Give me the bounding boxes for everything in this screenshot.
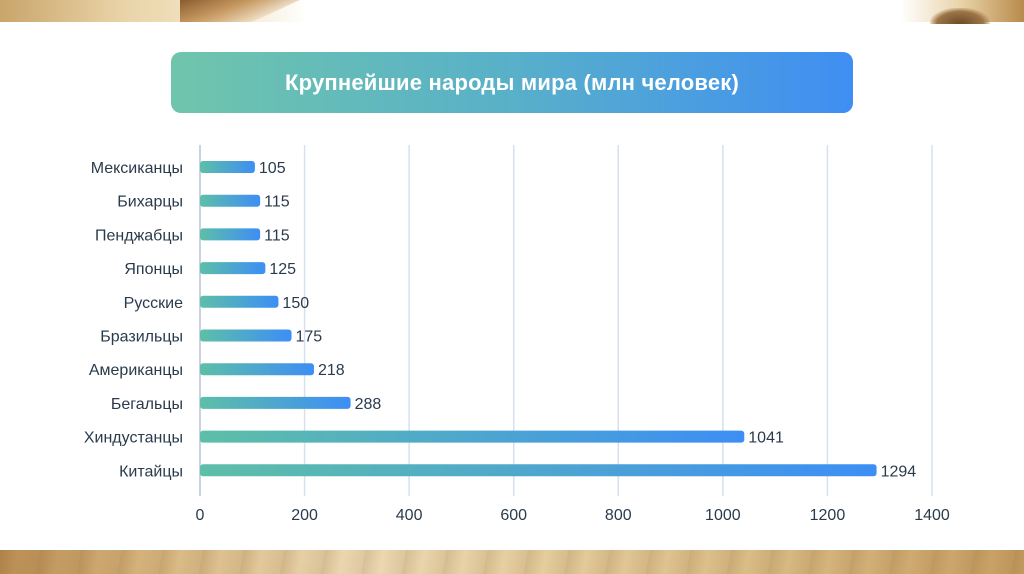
bar <box>200 396 351 409</box>
chart-title: Крупнейшие народы мира (млн человек) <box>284 69 740 95</box>
category-label: Бразильцы <box>100 329 183 346</box>
bar <box>200 329 292 342</box>
category-label: Пенджабцы <box>95 227 183 244</box>
bar <box>200 430 745 443</box>
category-label: Мексиканцы <box>91 160 183 177</box>
data-label: 1041 <box>748 430 784 447</box>
category-label: Китайцы <box>119 463 183 480</box>
x-tick-label: 400 <box>396 507 423 524</box>
category-label: Хиндустанцы <box>84 430 183 447</box>
decorative-bottom-strip <box>0 550 1024 574</box>
decorative-top-right-compass <box>930 8 990 24</box>
data-label: 218 <box>318 362 345 379</box>
x-tick-label: 600 <box>500 507 527 524</box>
bar <box>200 295 279 308</box>
x-tick-label: 1000 <box>705 507 741 524</box>
bars <box>200 161 877 477</box>
bar <box>200 363 314 376</box>
data-label: 105 <box>259 160 286 177</box>
category-label: Бегальцы <box>111 396 183 413</box>
x-tick-label: 800 <box>605 507 632 524</box>
data-label: 115 <box>264 227 290 244</box>
decorative-bottom-texture <box>0 550 1024 574</box>
data-label: 115 <box>264 194 290 211</box>
data-label: 175 <box>296 329 323 346</box>
labels: 0 200 400 600 800 1000 1200 1400 Мексиканцы 105 Би… <box>84 160 950 524</box>
x-tick-label: 1400 <box>914 507 950 524</box>
bar <box>200 194 261 207</box>
category-label: Японцы <box>124 261 183 278</box>
data-label: 288 <box>355 396 382 413</box>
category-label: Бихарцы <box>117 194 183 211</box>
x-tick-label: 200 <box>291 507 318 524</box>
data-label: 1294 <box>881 463 917 480</box>
category-label: Американцы <box>89 362 183 379</box>
data-label: 150 <box>282 295 309 312</box>
bar <box>200 228 261 241</box>
bar <box>200 262 266 275</box>
data-label: 125 <box>269 261 296 278</box>
category-label: Русские <box>124 295 183 312</box>
x-tick-label: 1200 <box>810 507 846 524</box>
bar <box>200 161 255 173</box>
chart-title-banner: Крупнейшие народы мира (млн человек) <box>171 52 853 113</box>
bar <box>200 464 877 477</box>
grid-lines <box>199 145 933 496</box>
x-tick-label: 0 <box>196 507 205 524</box>
